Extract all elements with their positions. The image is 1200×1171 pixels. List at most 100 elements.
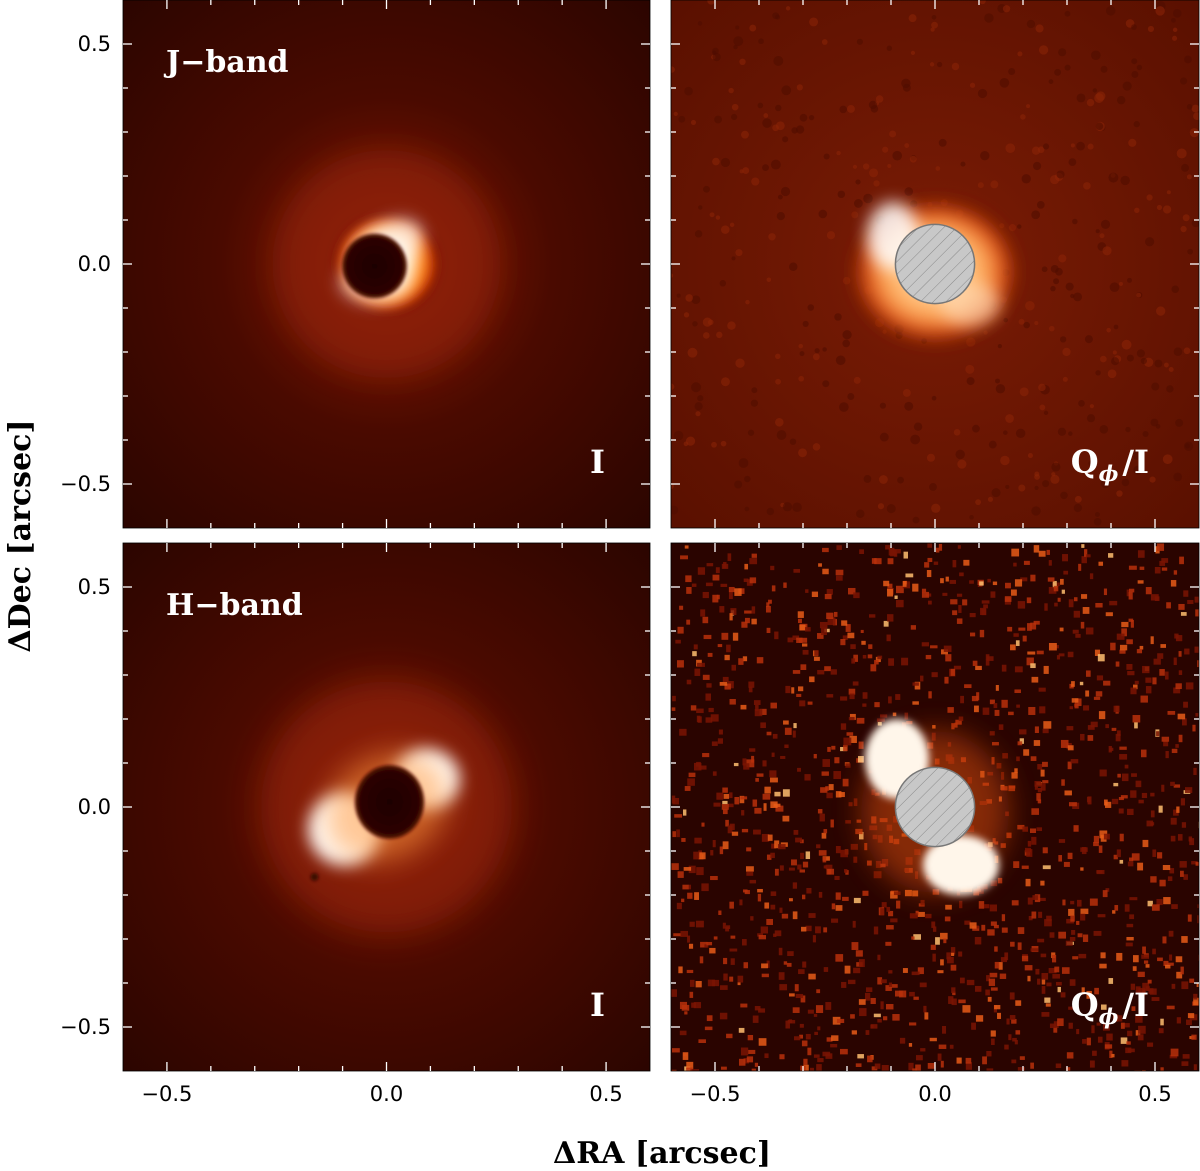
noise-speckle (1005, 414, 1014, 423)
noise-speckle (852, 920, 856, 928)
noise-speckle (771, 843, 776, 849)
noise-speckle (1111, 357, 1120, 366)
noise-speckle (830, 819, 834, 828)
noise-speckle (741, 828, 749, 833)
noise-speckle (1113, 854, 1118, 860)
noise-speckle (1087, 735, 1094, 741)
noise-speckle (1168, 366, 1174, 373)
noise-speckle (834, 313, 842, 321)
noise-speckle (774, 930, 782, 937)
noise-speckle (1093, 696, 1101, 700)
noise-speckle (1183, 874, 1188, 880)
noise-speckle (873, 871, 882, 879)
noise-speckle (1098, 561, 1104, 566)
noise-speckle (697, 567, 706, 575)
noise-speckle (751, 755, 755, 763)
noise-speckle (722, 841, 729, 850)
noise-speckle (691, 382, 702, 393)
noise-speckle (784, 727, 792, 735)
noise-speckle (912, 583, 919, 592)
x-tick-label: −0.5 (690, 1082, 741, 1106)
noise-speckle (1045, 1003, 1051, 1007)
noise-speckle (1068, 158, 1077, 166)
noise-speckle (1021, 955, 1029, 962)
noise-speckle (729, 698, 736, 705)
noise-speckle (834, 875, 840, 880)
noise-speckle (748, 686, 753, 693)
noise-speckle (764, 786, 771, 794)
noise-speckle (853, 967, 861, 974)
noise-speckle (1105, 801, 1112, 808)
noise-speckle (986, 656, 994, 661)
noise-speckle (1012, 1037, 1017, 1042)
noise-speckle (1105, 6, 1116, 16)
noise-speckle (1112, 350, 1117, 355)
noise-speckle (743, 962, 749, 969)
noise-speckle (712, 979, 720, 987)
noise-speckle (1017, 741, 1023, 746)
noise-speckle (1129, 914, 1135, 920)
y-tick-label: 0.5 (78, 32, 111, 56)
noise-speckle (1038, 687, 1046, 692)
noise-speckle (1062, 347, 1071, 357)
noise-speckle (846, 732, 854, 736)
noise-speckle (754, 1062, 759, 1067)
noise-speckle (973, 705, 979, 713)
noise-speckle (1063, 570, 1069, 575)
noise-speckle (1027, 623, 1032, 631)
noise-speckle (886, 45, 893, 51)
noise-speckle (773, 56, 784, 66)
noise-speckle (1001, 927, 1008, 933)
noise-speckle (1131, 24, 1137, 30)
noise-speckle (851, 942, 859, 950)
noise-speckle (767, 834, 773, 841)
noise-speckle (881, 1065, 889, 1071)
noise-speckle (1048, 586, 1057, 594)
noise-speckle (1161, 736, 1170, 742)
noise-speckle (723, 793, 730, 799)
noise-speckle (718, 729, 723, 735)
noise-speckle (1058, 839, 1066, 843)
noise-speckle (797, 618, 802, 624)
noise-speckle (853, 376, 861, 384)
noise-speckle (1165, 964, 1171, 969)
noise-speckle (1073, 597, 1078, 602)
noise-speckle (842, 330, 852, 340)
noise-speckle (712, 594, 719, 603)
noise-speckle (706, 563, 714, 567)
noise-speckle (1091, 1025, 1095, 1034)
noise-speckle (1167, 962, 1174, 966)
noise-speckle (721, 803, 729, 810)
noise-speckle (1017, 942, 1022, 950)
noise-speckle (1136, 649, 1143, 654)
noise-speckle (1170, 1048, 1179, 1057)
noise-speckle (683, 312, 690, 318)
noise-speckle (789, 898, 793, 902)
noise-speckle (814, 650, 819, 656)
noise-speckle (887, 164, 892, 169)
noise-speckle (725, 819, 729, 827)
noise-speckle (982, 1056, 987, 1065)
noise-speckle (1016, 704, 1020, 708)
noise-speckle (1116, 95, 1126, 105)
noise-speckle (1180, 225, 1187, 233)
noise-speckle (772, 733, 778, 739)
noise-speckle (951, 723, 955, 730)
noise-speckle (1043, 665, 1049, 674)
noise-speckle (989, 904, 998, 912)
noise-speckle (857, 756, 864, 763)
noise-speckle (1113, 324, 1119, 330)
noise-speckle (699, 956, 704, 964)
noise-speckle (805, 1033, 811, 1040)
noise-speckle (746, 1056, 754, 1063)
noise-speckle (911, 971, 920, 976)
noise-speckle (1014, 1039, 1018, 1045)
noise-speckle (1162, 936, 1167, 944)
noise-speckle (912, 682, 919, 686)
noise-speckle (1099, 769, 1107, 777)
noise-speckle (840, 696, 848, 701)
noise-speckle (825, 786, 829, 791)
noise-speckle (783, 720, 789, 725)
noise-speckle (1132, 715, 1141, 723)
noise-speckle (807, 1047, 812, 1056)
